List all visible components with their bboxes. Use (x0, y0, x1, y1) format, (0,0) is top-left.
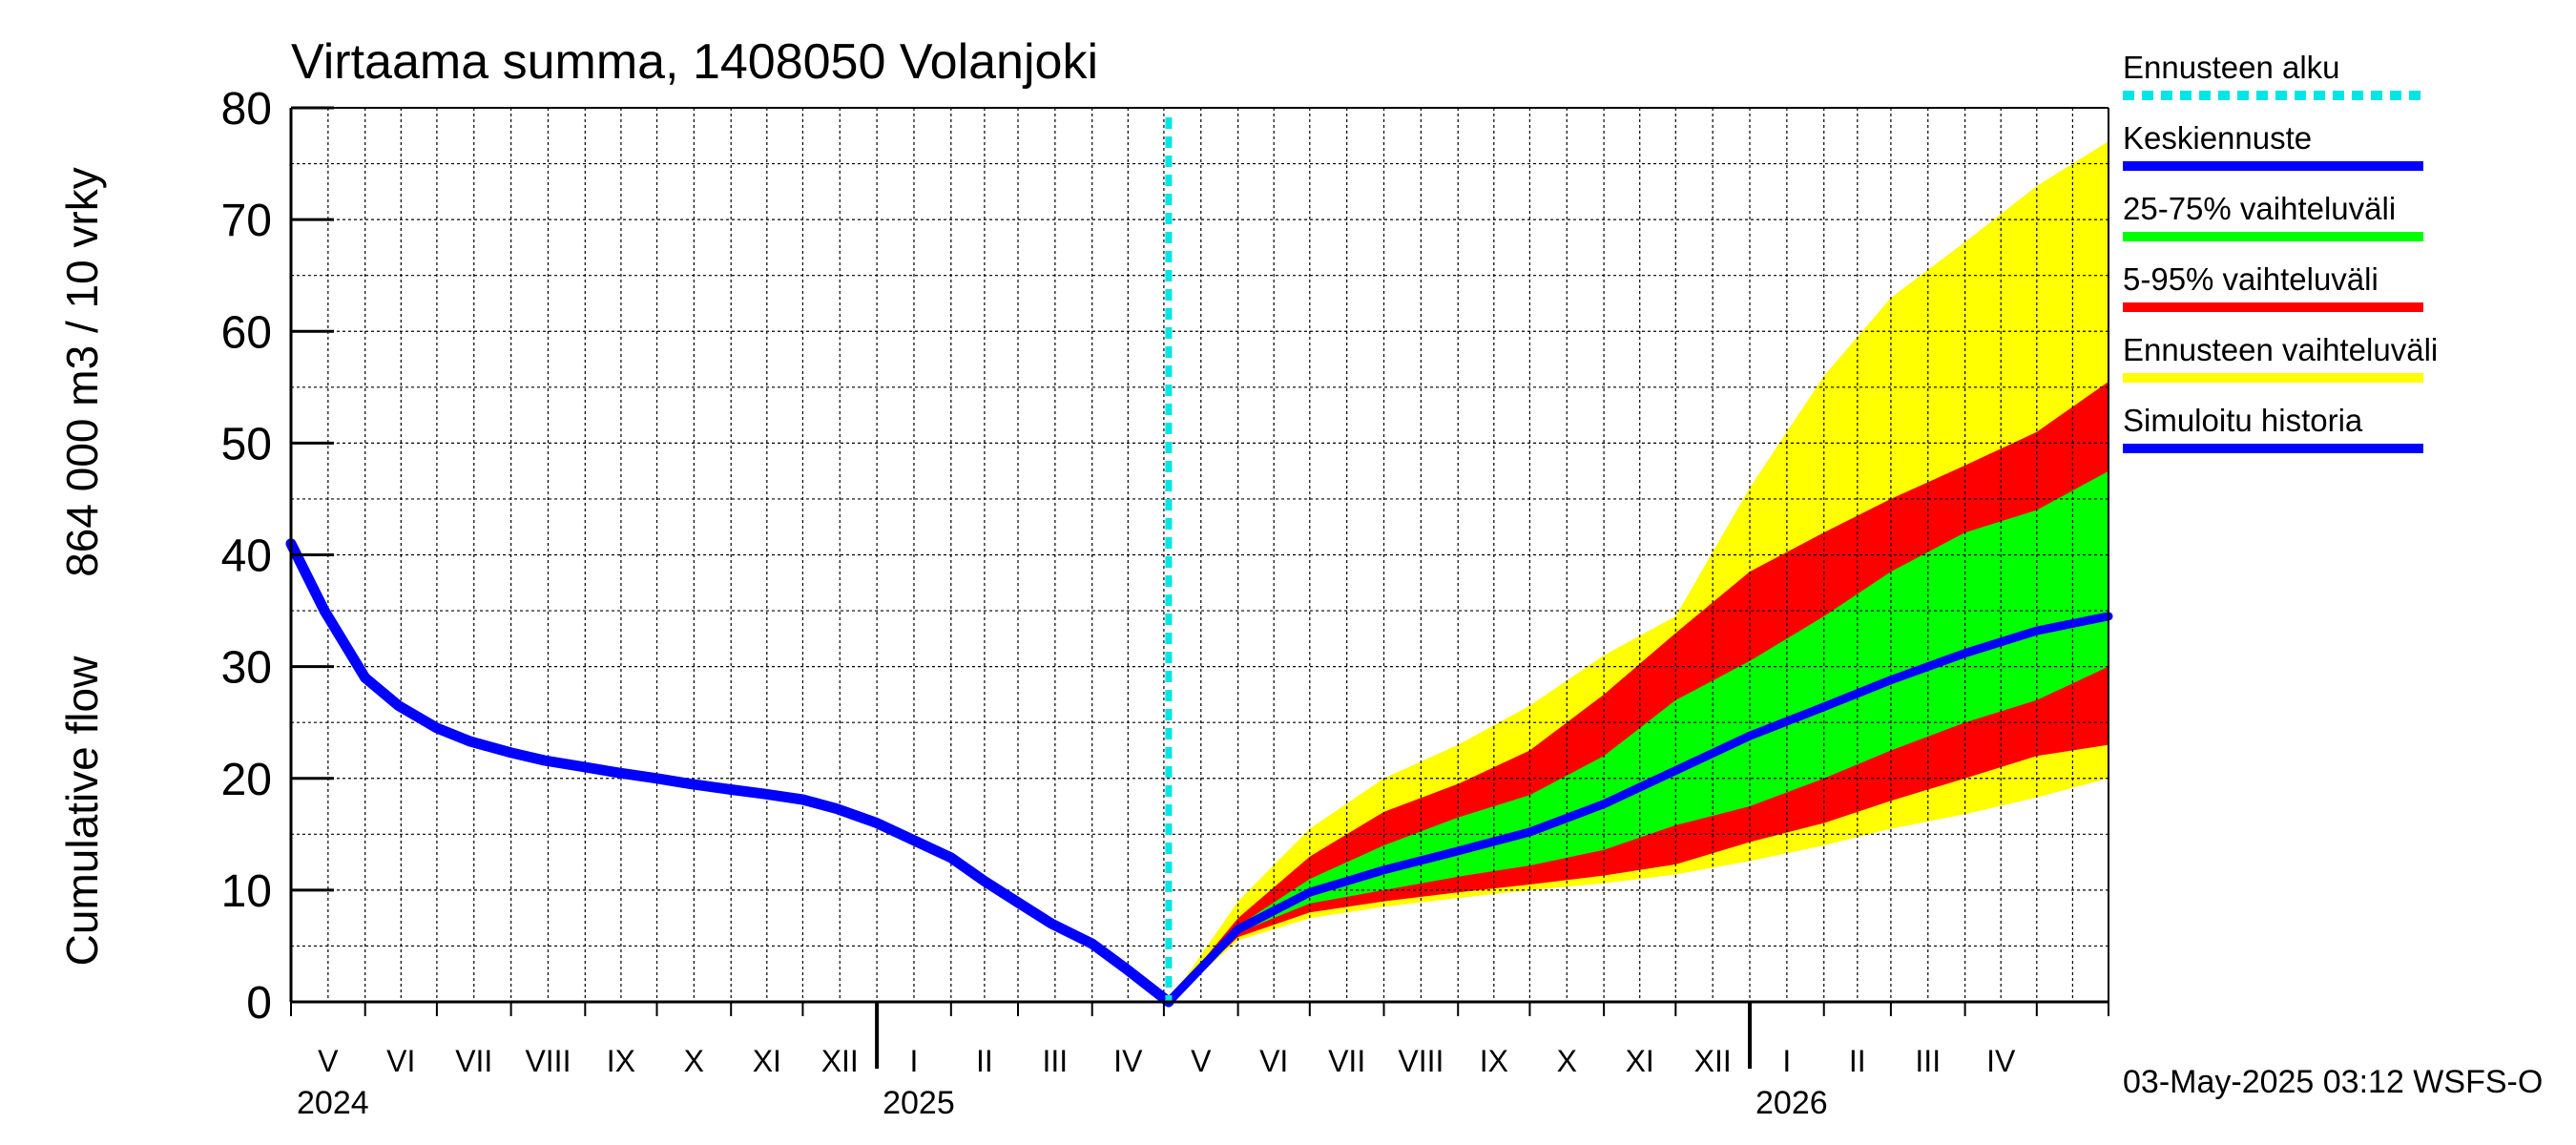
chart-title: Virtaama summa, 1408050 Volanjoki (291, 34, 1098, 90)
x-month-label-18: XI (1626, 1044, 1654, 1078)
x-month-label-1: VI (386, 1044, 415, 1078)
y-axis-label-units: 864 000 m3 / 10 vrky (57, 167, 107, 577)
history-line (285, 538, 1174, 1008)
x-month-label-23: IV (1986, 1044, 2016, 1078)
x-month-label-9: II (976, 1044, 993, 1078)
x-month-label-0: V (318, 1044, 339, 1078)
x-month-label-3: VIII (525, 1044, 571, 1078)
x-year-label-0: 2024 (297, 1085, 369, 1121)
x-month-label-15: VIII (1398, 1044, 1444, 1078)
legend-label-1: Keskiennuste (2123, 120, 2312, 156)
x-month-label-21: II (1849, 1044, 1866, 1078)
x-month-label-4: IX (607, 1044, 635, 1078)
legend-label-3: 5-95% vaihteluväli (2123, 261, 2379, 297)
x-month-label-11: IV (1113, 1044, 1143, 1078)
y-tick-label-6: 60 (221, 307, 272, 358)
legend-label-0: Ennusteen alku (2123, 50, 2340, 85)
x-month-label-7: XII (821, 1044, 859, 1078)
x-month-label-12: V (1191, 1044, 1212, 1078)
footer-timestamp: 03-May-2025 03:12 WSFS-O (2123, 1064, 2543, 1100)
y-tick-label-4: 40 (221, 531, 272, 582)
x-month-label-19: XII (1694, 1044, 1732, 1078)
series-lines (285, 117, 2113, 1008)
x-month-label-6: XI (753, 1044, 781, 1078)
legend-label-2: 25-75% vaihteluväli (2123, 191, 2396, 226)
legend: Ennusteen alku Keskiennuste 25-75% vaihtel… (2123, 50, 2438, 453)
legend-label-4: Ennusteen vaihteluväli (2123, 332, 2438, 367)
y-axis-label-primary: Cumulative flow (57, 656, 107, 966)
x-month-label-17: X (1557, 1044, 1577, 1078)
x-month-label-8: I (910, 1044, 919, 1078)
grid (291, 108, 2109, 1002)
x-month-label-20: I (1782, 1044, 1791, 1078)
y-tick-label-8: 80 (221, 84, 272, 135)
y-tick-label-2: 20 (221, 755, 272, 805)
y-tick-label-7: 70 (221, 196, 272, 246)
y-tick-label-3: 30 (221, 643, 272, 694)
x-month-label-5: X (684, 1044, 704, 1078)
x-month-label-14: VII (1328, 1044, 1365, 1078)
x-year-label-2: 2026 (1755, 1085, 1828, 1121)
y-tick-label-1: 10 (221, 866, 272, 917)
x-month-label-13: VI (1259, 1044, 1288, 1078)
x-month-label-16: IX (1480, 1044, 1508, 1078)
y-tick-label-0: 0 (246, 978, 272, 1029)
x-month-label-10: III (1043, 1044, 1069, 1078)
legend-label-5: Simuloitu historia (2123, 403, 2363, 438)
x-month-label-2: VII (455, 1044, 492, 1078)
x-year-label-1: 2025 (883, 1085, 955, 1121)
median-forecast-line (1164, 612, 2113, 1007)
y-tick-label-5: 50 (221, 419, 272, 469)
x-month-label-22: III (1915, 1044, 1941, 1078)
